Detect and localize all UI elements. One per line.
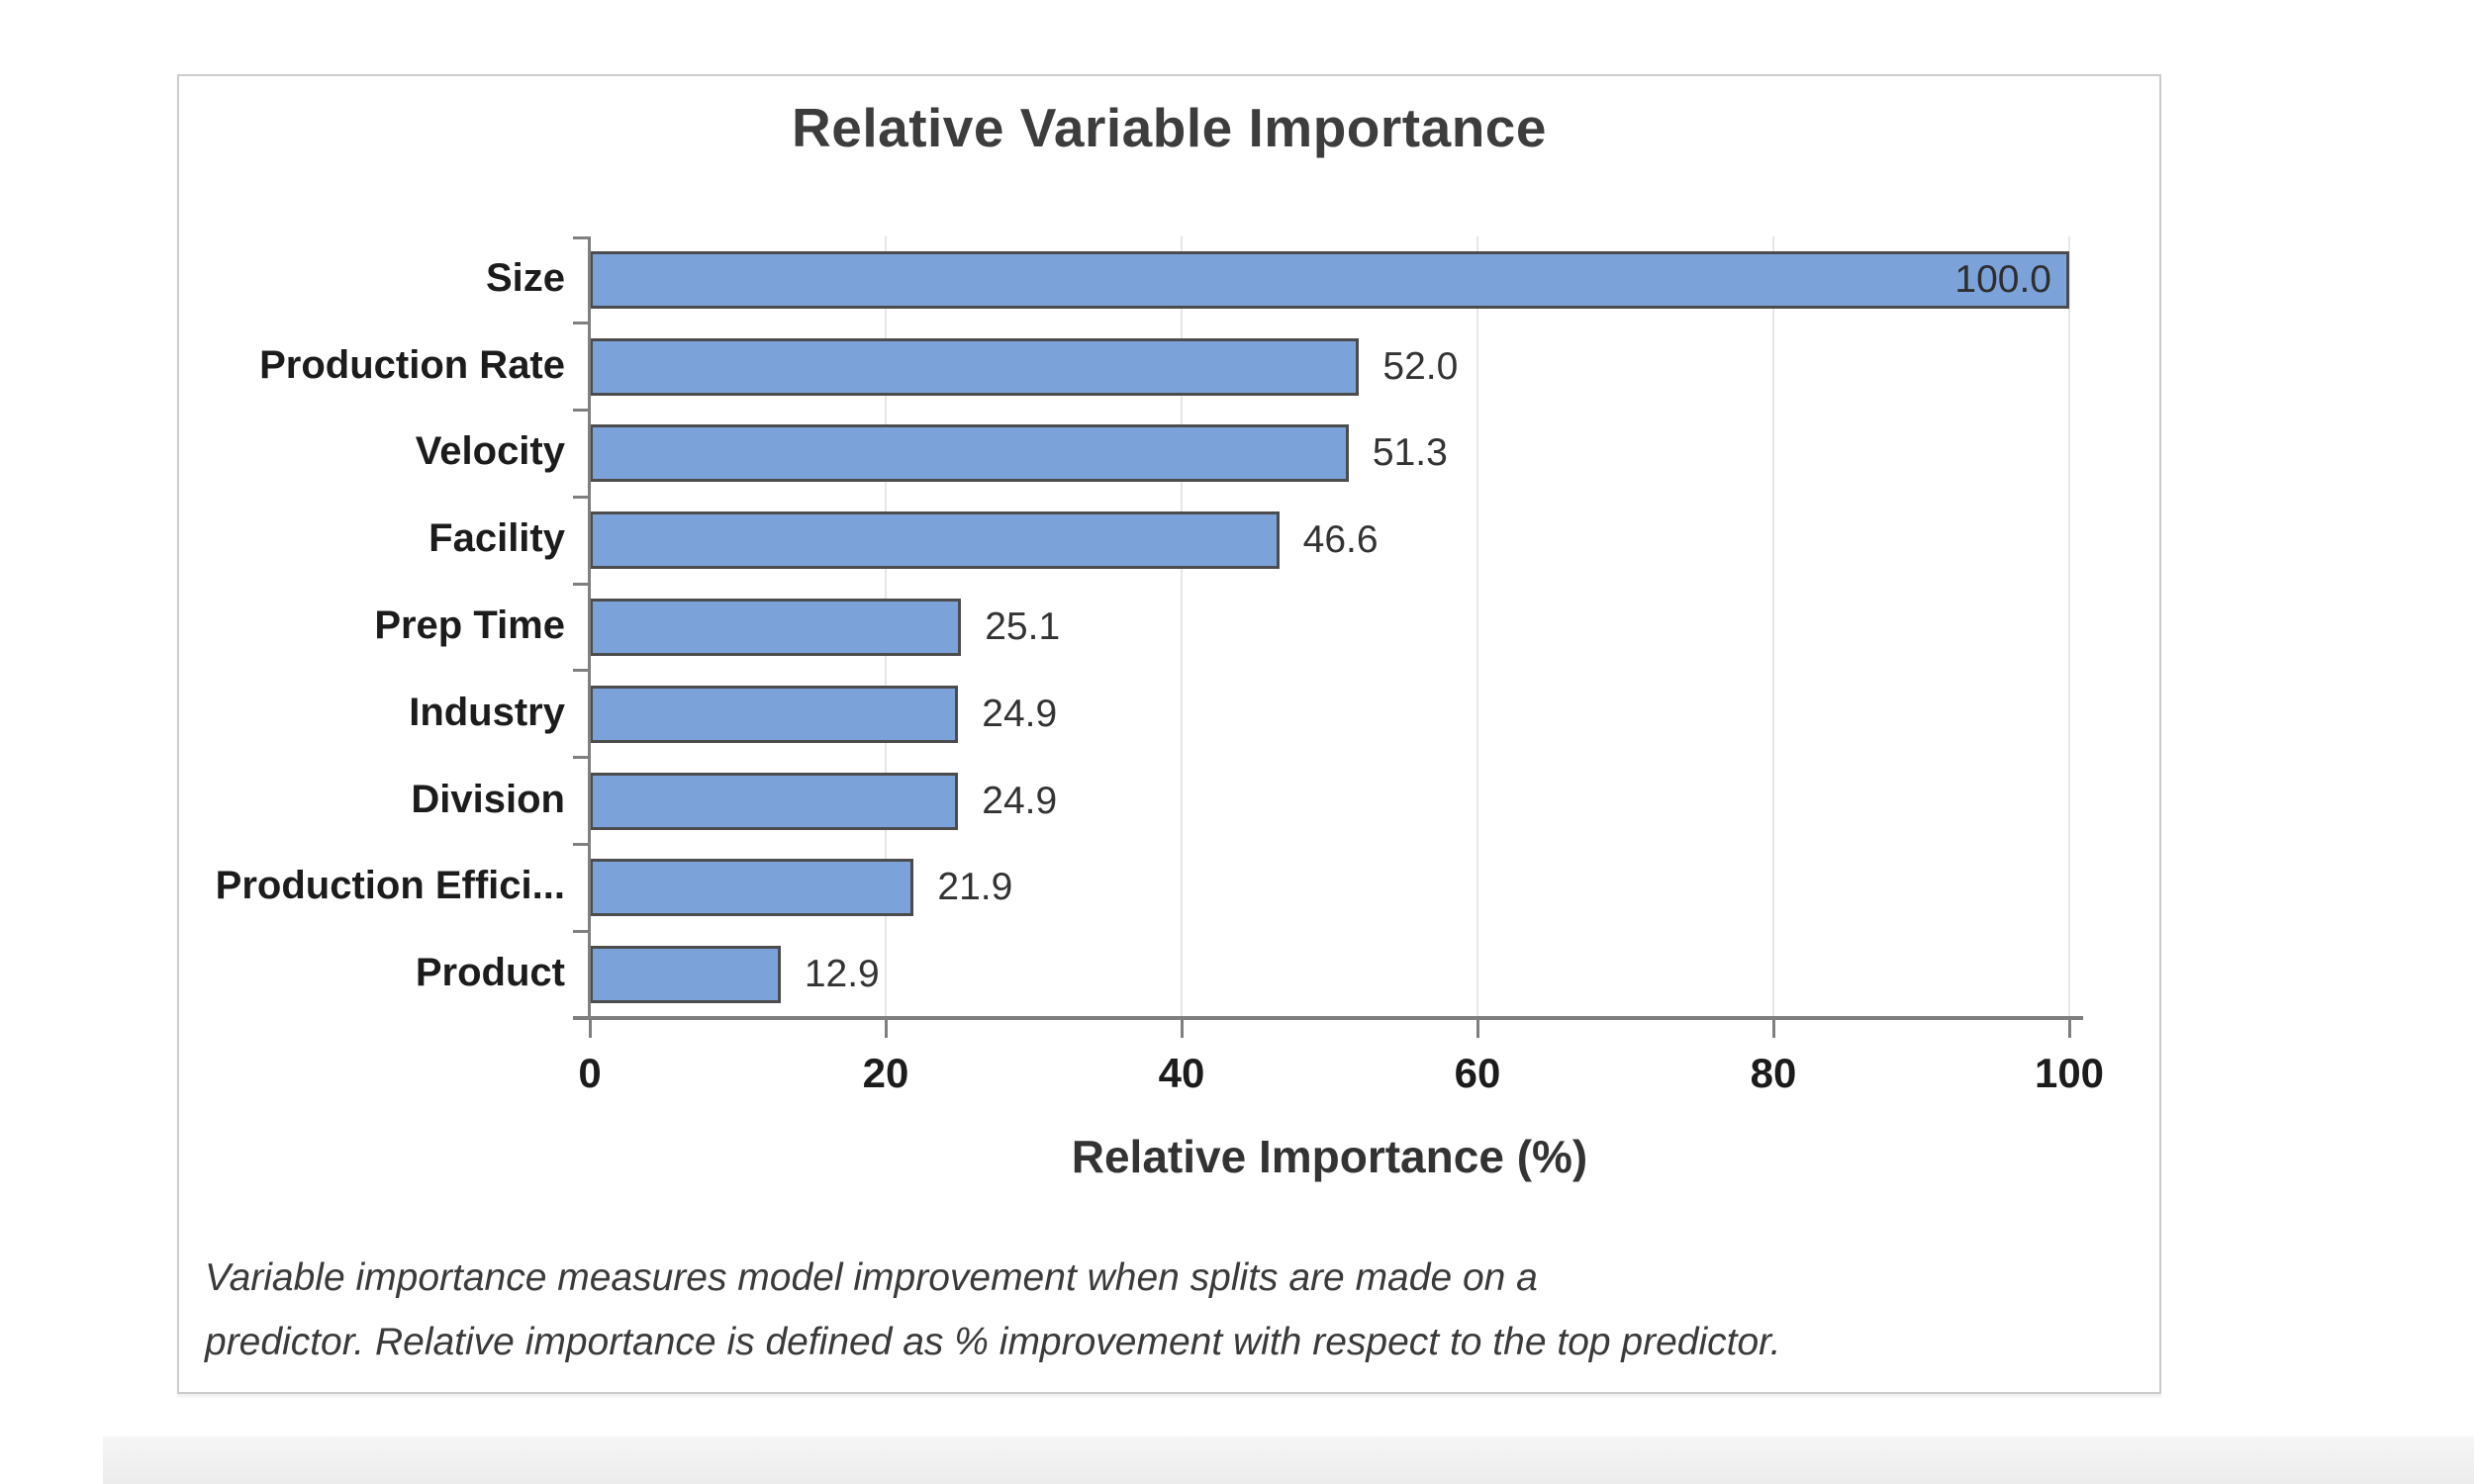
bar-value-label: 24.9	[982, 692, 1058, 735]
chart-footnote: Variable importance measures model impro…	[205, 1246, 2125, 1374]
x-tick-label: 60	[1454, 1050, 1501, 1096]
gridline	[1181, 236, 1183, 1018]
x-axis-tick	[1475, 1020, 1479, 1038]
category-label: Production Effici...	[215, 864, 565, 908]
importance-bar[interactable]	[590, 599, 962, 656]
footnote-line-2: predictor. Relative importance is define…	[205, 1321, 1781, 1363]
category-label: Facility	[428, 516, 565, 561]
x-tick-label: 100	[2034, 1050, 2105, 1096]
y-axis-tick	[573, 236, 589, 239]
category-label: Prep Time	[374, 603, 565, 647]
plot-area: Size 100.0 Production Rate 52.0 Velocity 51.3…	[216, 236, 2104, 1096]
chart-title: Relative Variable Importance	[792, 97, 1547, 158]
x-axis-tick	[588, 1020, 592, 1038]
report-panel: Relative Variable Importance Size 100.0 Pr…	[177, 74, 2161, 1394]
importance-bar[interactable]	[590, 859, 914, 917]
x-axis-line	[573, 1016, 2083, 1020]
category-label: Size	[485, 255, 565, 300]
category-label: Production Rate	[259, 342, 565, 387]
y-axis-tick	[573, 582, 589, 586]
bar-value-label: 52.0	[1382, 344, 1459, 388]
importance-bar[interactable]	[590, 511, 1280, 570]
y-axis-tick	[573, 322, 589, 325]
bar-value-label: 24.9	[982, 779, 1058, 822]
category-label: Division	[411, 777, 565, 821]
bar-value-label: 51.3	[1372, 431, 1448, 475]
category-label: Product	[415, 951, 565, 995]
bar-value-label: 100.0	[1954, 257, 2051, 301]
y-axis-tick	[573, 669, 589, 673]
y-axis-tick	[573, 929, 589, 933]
x-axis-tick	[1771, 1020, 1775, 1038]
footnote-line-1: Variable importance measures model impro…	[205, 1256, 1538, 1299]
x-tick-label: 20	[862, 1050, 909, 1096]
importance-bar[interactable]	[590, 337, 1360, 396]
y-axis-tick	[573, 495, 589, 499]
y-axis-tick	[573, 756, 589, 760]
category-label: Velocity	[415, 429, 565, 474]
y-axis-tick	[573, 409, 589, 413]
category-label: Industry	[409, 690, 565, 734]
x-tick-label: 40	[1158, 1050, 1205, 1096]
importance-bar[interactable]	[590, 685, 959, 743]
bar-value-label: 46.6	[1302, 518, 1379, 562]
x-axis-tick	[1180, 1020, 1184, 1038]
y-axis-line	[588, 236, 591, 1020]
x-axis-tick	[2067, 1020, 2071, 1038]
bar-value-label: 25.1	[985, 605, 1061, 648]
x-tick-label: 0	[578, 1050, 602, 1096]
x-tick-label: 80	[1750, 1050, 1797, 1096]
bar-value-label: 21.9	[937, 866, 1013, 909]
importance-bar[interactable]	[590, 946, 781, 1004]
gridline	[1772, 236, 1774, 1018]
importance-bar[interactable]	[590, 772, 959, 830]
background-window-strip	[103, 1437, 2474, 1484]
x-axis-tick	[884, 1020, 888, 1038]
x-axis-title: Relative Importance (%)	[1071, 1131, 1588, 1182]
importance-bar[interactable]	[590, 424, 1349, 483]
y-axis-tick	[573, 1016, 589, 1020]
gridline	[1476, 236, 1478, 1018]
importance-bar[interactable]	[590, 250, 2069, 309]
gridline	[2068, 236, 2070, 1018]
bar-value-label: 12.9	[804, 953, 880, 996]
y-axis-tick	[573, 842, 589, 846]
